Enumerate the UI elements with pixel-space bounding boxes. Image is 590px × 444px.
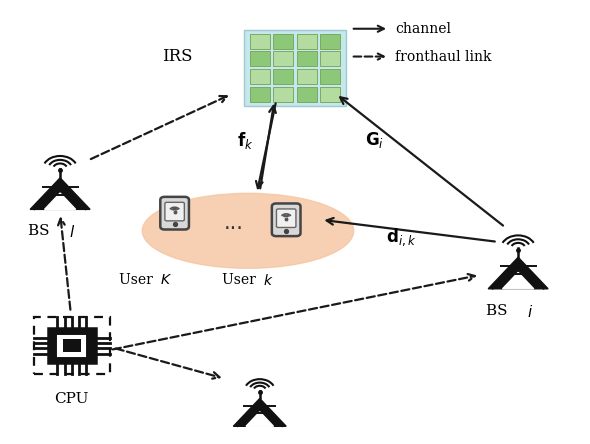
FancyBboxPatch shape (320, 69, 340, 84)
FancyBboxPatch shape (250, 87, 270, 102)
Text: BS: BS (28, 224, 54, 238)
FancyBboxPatch shape (250, 69, 270, 84)
FancyBboxPatch shape (273, 87, 293, 102)
FancyBboxPatch shape (165, 202, 184, 221)
Text: CPU: CPU (55, 392, 89, 406)
FancyBboxPatch shape (250, 34, 270, 48)
Ellipse shape (142, 193, 354, 268)
Text: $k$: $k$ (263, 273, 273, 288)
Polygon shape (503, 273, 534, 289)
Text: $i$: $i$ (527, 304, 533, 320)
Text: $K$: $K$ (160, 273, 172, 287)
Text: $\mathbf{G}_i$: $\mathbf{G}_i$ (365, 131, 384, 151)
Text: $l$: $l$ (69, 224, 75, 240)
Text: $\mathbf{f}_k$: $\mathbf{f}_k$ (237, 130, 253, 151)
FancyBboxPatch shape (273, 51, 293, 66)
Text: ···: ··· (224, 218, 243, 238)
FancyBboxPatch shape (320, 51, 340, 66)
Polygon shape (44, 193, 76, 210)
Polygon shape (488, 257, 548, 289)
FancyBboxPatch shape (297, 87, 317, 102)
FancyBboxPatch shape (58, 336, 85, 356)
FancyBboxPatch shape (272, 203, 300, 236)
FancyBboxPatch shape (273, 69, 293, 84)
FancyBboxPatch shape (48, 328, 96, 363)
Polygon shape (246, 412, 274, 426)
FancyBboxPatch shape (297, 69, 317, 84)
Text: BS: BS (486, 304, 512, 317)
FancyBboxPatch shape (160, 197, 189, 230)
Text: User: User (119, 273, 157, 287)
FancyBboxPatch shape (277, 209, 296, 227)
Text: User: User (221, 273, 260, 287)
FancyBboxPatch shape (250, 51, 270, 66)
FancyBboxPatch shape (320, 34, 340, 48)
Text: channel: channel (395, 22, 451, 36)
Text: fronthaul link: fronthaul link (395, 50, 491, 63)
FancyBboxPatch shape (273, 34, 293, 48)
FancyBboxPatch shape (297, 34, 317, 48)
Polygon shape (233, 398, 286, 426)
FancyBboxPatch shape (320, 87, 340, 102)
FancyBboxPatch shape (244, 30, 346, 106)
FancyBboxPatch shape (297, 51, 317, 66)
FancyBboxPatch shape (63, 339, 81, 352)
Polygon shape (30, 178, 90, 210)
Text: IRS: IRS (162, 48, 193, 65)
Text: $\mathbf{d}_{i,k}$: $\mathbf{d}_{i,k}$ (385, 226, 416, 248)
